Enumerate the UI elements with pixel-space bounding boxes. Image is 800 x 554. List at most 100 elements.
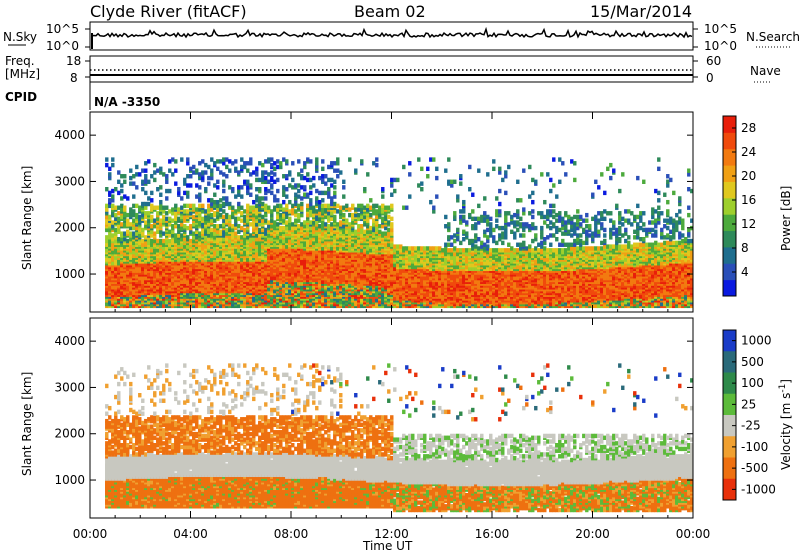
power-cell xyxy=(330,183,334,188)
power-cell xyxy=(105,157,109,162)
power-cell xyxy=(387,227,391,233)
power-cell xyxy=(117,170,121,175)
power-cell xyxy=(177,207,181,212)
power-cell xyxy=(255,194,259,199)
power-cell xyxy=(186,183,190,188)
power-cell xyxy=(240,205,244,210)
power-cell xyxy=(384,231,388,236)
power-cell xyxy=(309,225,313,231)
power-cell xyxy=(141,201,145,207)
power-cell xyxy=(183,224,187,229)
power-cell xyxy=(261,170,265,175)
power-cell xyxy=(150,214,154,220)
power-cell xyxy=(330,225,334,231)
power-cell xyxy=(222,209,226,214)
power-cell xyxy=(201,203,205,209)
power-cell xyxy=(210,207,214,212)
power-cell xyxy=(216,229,220,234)
power-cell xyxy=(108,231,112,236)
nsky-line xyxy=(91,26,693,39)
power-cell xyxy=(309,177,313,183)
power-cell xyxy=(270,190,274,196)
power-cell xyxy=(108,227,112,233)
power-cell xyxy=(384,225,388,231)
power-cell xyxy=(339,209,343,214)
power-cell xyxy=(165,196,169,201)
power-cell xyxy=(108,222,112,227)
power-cell xyxy=(285,159,289,164)
power-cell xyxy=(261,177,265,183)
power-cell xyxy=(120,174,124,179)
power-cell xyxy=(297,224,301,229)
power-cell xyxy=(138,233,142,238)
power-cell xyxy=(207,214,211,220)
power-cell xyxy=(321,166,325,172)
power-cell xyxy=(282,192,286,197)
power-cell xyxy=(258,161,262,166)
power-cell xyxy=(108,235,112,240)
power-cell xyxy=(222,222,226,227)
power-cell xyxy=(282,218,286,223)
power-cell xyxy=(120,183,124,188)
power-cell xyxy=(225,201,229,207)
power-cell xyxy=(123,179,127,184)
power-cell xyxy=(207,237,211,242)
power-cell xyxy=(264,196,268,201)
power-cell xyxy=(282,212,286,218)
power-cell xyxy=(177,229,181,234)
power-cell xyxy=(129,231,133,236)
power-cell xyxy=(189,229,193,234)
power-cell xyxy=(348,212,352,218)
power-cell xyxy=(270,170,274,175)
power-cell xyxy=(168,209,172,214)
power-cell xyxy=(132,240,136,246)
power-cell xyxy=(384,216,388,222)
power-cell xyxy=(252,220,256,225)
power-cell xyxy=(174,203,178,209)
power-cell xyxy=(174,159,178,164)
power-cell xyxy=(252,216,256,222)
power-cell xyxy=(216,203,220,209)
power-cell xyxy=(141,168,145,173)
power-cell xyxy=(198,185,202,190)
power-cell xyxy=(270,162,274,168)
power-cell xyxy=(111,194,115,199)
power-cell xyxy=(333,185,337,190)
power-cell xyxy=(330,222,334,227)
power-cell xyxy=(132,181,136,186)
power-cell xyxy=(237,188,241,194)
power-cell xyxy=(189,238,193,244)
power-cell xyxy=(315,214,319,220)
date-title: 15/Mar/2014 xyxy=(590,2,692,21)
power-cell xyxy=(237,207,241,212)
power-cell xyxy=(363,187,367,192)
power-cell xyxy=(273,179,277,184)
power-cell xyxy=(261,174,265,179)
power-cell xyxy=(228,222,232,227)
power-cell xyxy=(168,233,172,238)
power-cell xyxy=(279,212,283,218)
power-cell xyxy=(198,172,202,177)
power-cell xyxy=(111,162,115,168)
power-cell xyxy=(234,222,238,227)
power-cell xyxy=(198,237,202,242)
power-cell xyxy=(126,196,130,201)
power-cell xyxy=(183,190,187,196)
power-cell xyxy=(330,211,334,216)
power-cell xyxy=(255,198,259,203)
power-cell xyxy=(195,194,199,199)
power-cell xyxy=(369,205,373,210)
power-cell xyxy=(168,159,172,164)
power-heatmap xyxy=(105,157,693,309)
power-cell xyxy=(276,214,280,220)
power-cell xyxy=(171,229,175,234)
power-cell xyxy=(306,177,310,183)
power-cell xyxy=(309,190,313,196)
power-cell xyxy=(117,237,121,242)
power-cell xyxy=(282,157,286,162)
power-cell xyxy=(210,218,214,223)
power-cell xyxy=(192,235,196,240)
power-cell xyxy=(237,185,241,190)
power-cell xyxy=(117,179,121,184)
freq-label-1: Freq. xyxy=(5,54,35,68)
